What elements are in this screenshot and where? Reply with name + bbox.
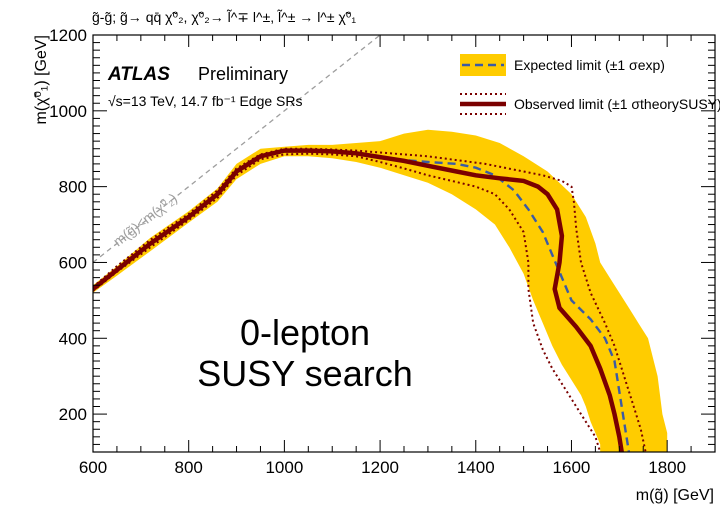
observed-minus-sigma-line-2 — [93, 152, 602, 452]
kinematic-diagonal — [93, 35, 381, 263]
y-axis-title: m(χ̃⁰₁) [GeV] — [33, 35, 50, 125]
observed-minus-sigma-line — [93, 147, 647, 452]
plot-area — [93, 35, 668, 452]
axis-ticks: 600 800 1000 1200 1400 1600 1800 200 400 600 800 10… — [49, 26, 716, 477]
y-tick-label: 1200 — [49, 26, 87, 45]
conditions-label: √s=13 TeV, 14.7 fb⁻¹ Edge SRs — [108, 93, 302, 109]
x-tick-label: 1200 — [361, 458, 399, 477]
legend-observed-label: Observed limit (±1 σtheorySUSY) — [514, 96, 720, 112]
annotation-line-2: SUSY search — [197, 353, 412, 394]
x-tick-label: 1400 — [457, 458, 495, 477]
process-label: g̃-g̃; g̃→ qq̄ χ̃⁰₂, χ̃⁰₂→ l̃^∓ l^±, l̃^… — [92, 8, 356, 25]
x-tick-label: 1800 — [648, 458, 686, 477]
x-tick-label: 800 — [175, 458, 203, 477]
x-tick-label: 1600 — [553, 458, 591, 477]
annotation-line-1: 0-lepton — [240, 312, 370, 353]
experiment-label: ATLAS — [107, 64, 170, 85]
kinematic-label: m(g̃)<m(χ̃⁰₂) — [110, 190, 180, 250]
observed-limit-line — [93, 148, 624, 452]
x-axis-title: m(g̃) [GeV] — [636, 487, 714, 504]
experiment-suffix: Preliminary — [198, 64, 288, 84]
y-tick-label: 400 — [59, 329, 87, 348]
x-tick-label: 600 — [79, 458, 107, 477]
legend-expected-label: Expected limit (±1 σexp) — [514, 57, 665, 73]
y-tick-label: 1000 — [49, 102, 87, 121]
y-tick-label: 200 — [59, 405, 87, 424]
y-tick-label: 800 — [59, 178, 87, 197]
x-tick-label: 1000 — [265, 458, 303, 477]
expected-band — [93, 129, 668, 452]
y-tick-label: 600 — [59, 253, 87, 272]
legend: Expected limit (±1 σexp) Observed limit … — [460, 54, 720, 115]
